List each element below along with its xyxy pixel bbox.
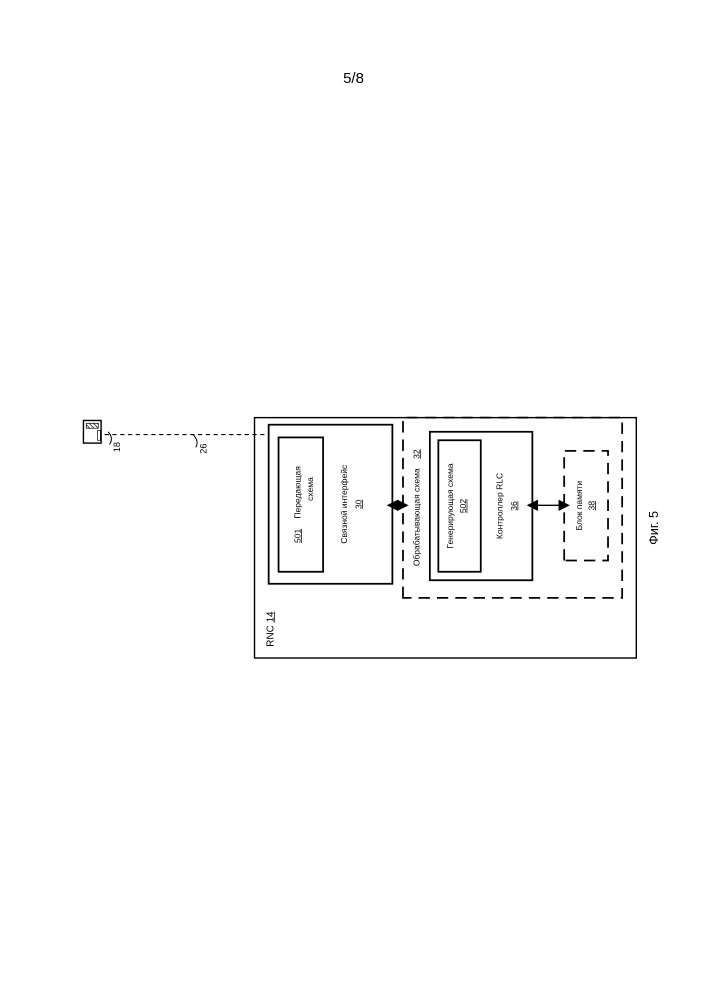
rlc-num: 36 — [509, 432, 519, 580]
page: 5/8 — [0, 0, 707, 1000]
page-number: 5/8 — [343, 70, 364, 87]
ref-tick-26 — [193, 435, 197, 448]
rlc-label-wrap: Контроллер RLC 36 — [495, 432, 519, 580]
mem-label-wrap: Блок памяти 38 — [574, 451, 597, 561]
comm-if-label-wrap: Связной интерфейс 30 — [339, 425, 363, 584]
comm-if-label: Связной интерфейс — [339, 425, 349, 584]
ref-26: 26 — [198, 443, 209, 453]
device-icon — [83, 420, 101, 443]
proc-label-wrap: Обрабатывающая схема 32 — [410, 418, 423, 598]
figure-caption: Фиг. 5 — [647, 511, 662, 545]
proc-num: 32 — [411, 449, 421, 458]
tx-label-wrap: 501 Передающая схема — [279, 437, 324, 571]
diagram-fit-group: 18 26 RNC 14 501 Передающая схема Связной… — [104, 147, 604, 854]
mem-label: Блок памяти — [574, 451, 584, 561]
mem-num: 38 — [587, 451, 597, 561]
comm-if-num: 30 — [354, 425, 364, 584]
rnc-title-pre: RNC — [264, 622, 275, 646]
ref-18: 18 — [112, 442, 123, 452]
proc-label: Обрабатывающая схема — [411, 468, 421, 566]
rnc-title-num: 14 — [264, 611, 275, 622]
tx-num: 501 — [293, 522, 303, 543]
tx-label-l2: схема — [305, 477, 315, 501]
diagram-rotate-group: 18 26 RNC 14 501 Передающая схема Связной… — [0, 250, 707, 750]
gen-label-wrap: Генерирующая схема 502 — [445, 440, 468, 572]
gen-num: 502 — [458, 440, 468, 572]
rlc-label: Контроллер RLC — [495, 432, 505, 580]
rnc-title: RNC 14 — [264, 611, 275, 646]
tx-label-l1: Передающая — [293, 466, 303, 518]
gen-label: Генерирующая схема — [445, 440, 455, 572]
